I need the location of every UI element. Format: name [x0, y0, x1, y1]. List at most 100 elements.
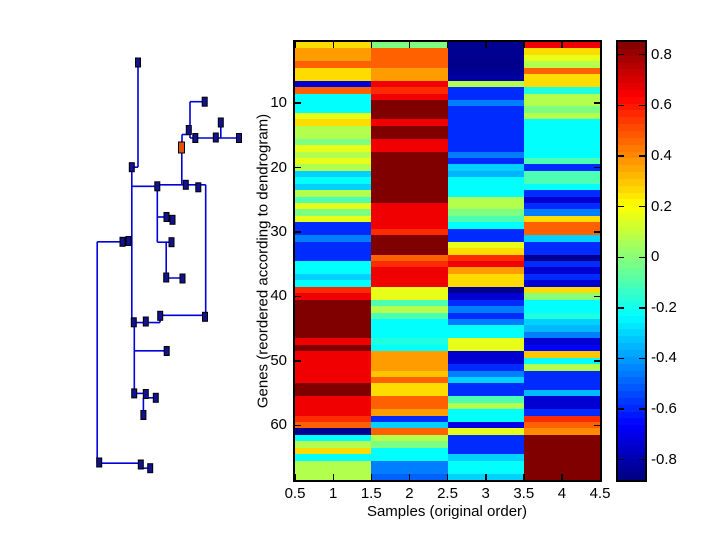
heatmap-cell [448, 274, 524, 280]
dendrogram-node-marker[interactable] [182, 179, 189, 190]
y-tick-mark-left [295, 231, 301, 233]
colorbar-tick-label: -0.2 [651, 298, 677, 316]
dendrogram-node-marker[interactable] [125, 236, 132, 246]
y-tick-mark-left [295, 360, 301, 362]
heatmap-cell [448, 113, 524, 119]
colorbar-gradient-strip [618, 275, 645, 282]
dendrogram-node-marker[interactable] [202, 311, 208, 322]
colorbar-tick-right [639, 307, 645, 309]
heatmap-cell [524, 280, 600, 287]
dendrogram-node-marker[interactable] [131, 388, 138, 399]
y-tick-mark-left [295, 102, 301, 104]
heatmap-cell [295, 390, 371, 396]
dendrogram-node-marker[interactable] [163, 272, 170, 283]
heatmap-cell [295, 61, 371, 68]
dendrogram-node-marker[interactable] [185, 125, 192, 135]
colorbar-tick-right [639, 459, 645, 461]
dendrogram-node-marker[interactable] [236, 133, 242, 143]
dendrogram-node-marker[interactable] [157, 310, 164, 321]
colorbar-tick-left [618, 155, 624, 157]
dendrogram-node-marker[interactable] [179, 273, 186, 284]
dendrogram-node-marker[interactable] [163, 346, 170, 356]
colorbar-gradient-strip [618, 398, 645, 405]
heatmap-cell [371, 300, 448, 306]
dendrogram-node-marker[interactable] [192, 133, 199, 143]
heatmap-cell [524, 416, 600, 422]
dendrogram-node-marker[interactable] [154, 181, 161, 192]
dendrogram-node-marker[interactable] [128, 162, 135, 173]
heatmap-cell [371, 235, 448, 242]
heatmap-cell [295, 358, 371, 364]
colorbar-gradient-strip [618, 295, 645, 302]
colorbar-gradient-strip [618, 172, 645, 179]
colorbar-gradient-strip [618, 384, 645, 391]
colorbar-tick-right [639, 205, 645, 208]
heatmap-cell [448, 235, 524, 242]
heatmap-cell [524, 467, 600, 474]
heatmap-cell [295, 216, 371, 222]
heatmap-cell [371, 467, 448, 474]
heatmap-cell [524, 358, 600, 364]
heatmap-cell [295, 287, 371, 293]
heatmap-cell [524, 441, 600, 448]
heatmap-cell [448, 325, 524, 332]
heatmap-cell [524, 68, 600, 74]
dendrogram-node-marker[interactable] [119, 236, 126, 247]
dendrogram-node-marker[interactable] [195, 182, 202, 193]
heatmap-cell [524, 396, 600, 403]
heatmap-cell [295, 248, 371, 255]
dendrogram-node-marker[interactable] [201, 96, 208, 107]
heatmap-cell [371, 428, 448, 435]
x-tick-label: 3.5 [513, 485, 535, 502]
heatmap-cell [524, 364, 600, 371]
dendrogram-node-marker[interactable] [142, 389, 149, 399]
dendrogram-node-marker[interactable] [142, 316, 149, 327]
dendrogram-selected-node-marker[interactable] [178, 141, 185, 154]
heatmap-cell [524, 319, 600, 325]
colorbar-tick-left [618, 205, 624, 208]
colorbar-gradient-strip [618, 63, 645, 69]
dendrogram-node-marker[interactable] [217, 117, 224, 128]
heatmap-cell [371, 371, 448, 377]
heatmap-cell [524, 383, 600, 390]
heatmap-cell [448, 177, 524, 184]
dendrogram-node-marker[interactable] [137, 459, 144, 470]
heatmap-cell [448, 377, 524, 383]
x-tick-mark-top [523, 42, 525, 48]
heatmap-cell [448, 293, 524, 300]
colorbar-tick-label: -0.8 [651, 450, 677, 468]
x-axis-label: Samples (original order) [366, 503, 528, 520]
dendrogram-node-marker[interactable] [96, 457, 103, 468]
dendrogram-node-marker[interactable] [169, 214, 176, 225]
dendrogram-node-marker[interactable] [147, 463, 154, 474]
heatmap-cell [295, 448, 371, 454]
y-tick-mark-left [295, 424, 301, 426]
heatmap-cell [295, 126, 371, 132]
heatmap-cell [371, 441, 448, 448]
colorbar-tick-right [639, 256, 645, 258]
heatmap-cell [295, 345, 371, 351]
y-tick-mark-right [594, 231, 600, 233]
dendrogram-node-marker[interactable] [163, 212, 170, 222]
heatmap-cell [448, 390, 524, 396]
dendrogram-node-marker[interactable] [152, 392, 159, 403]
colorbar-gradient-strip [618, 247, 645, 254]
heatmap-cell [295, 113, 371, 119]
colorbar-tick-left [618, 104, 624, 106]
heatmap-cell [371, 87, 448, 94]
colorbar-tick-label: 0.2 [651, 197, 672, 215]
heatmap-cell [371, 403, 448, 409]
heatmap-cell [448, 467, 524, 474]
colorbar-gradient-strip [618, 234, 645, 240]
colorbar-tick-left [618, 408, 624, 410]
dendrogram-node-marker[interactable] [140, 410, 147, 420]
heatmap-cell [524, 229, 600, 235]
dendrogram-node-marker[interactable] [135, 57, 141, 68]
colorbar-gradient-strip [618, 329, 645, 336]
heatmap-cell [371, 319, 448, 325]
dendrogram-node-marker[interactable] [168, 237, 175, 248]
heatmap-cell [295, 441, 371, 448]
dendrogram-node-marker[interactable] [212, 132, 219, 143]
y-tick-label: 20 [270, 158, 287, 176]
dendrogram-node-marker[interactable] [130, 317, 137, 328]
